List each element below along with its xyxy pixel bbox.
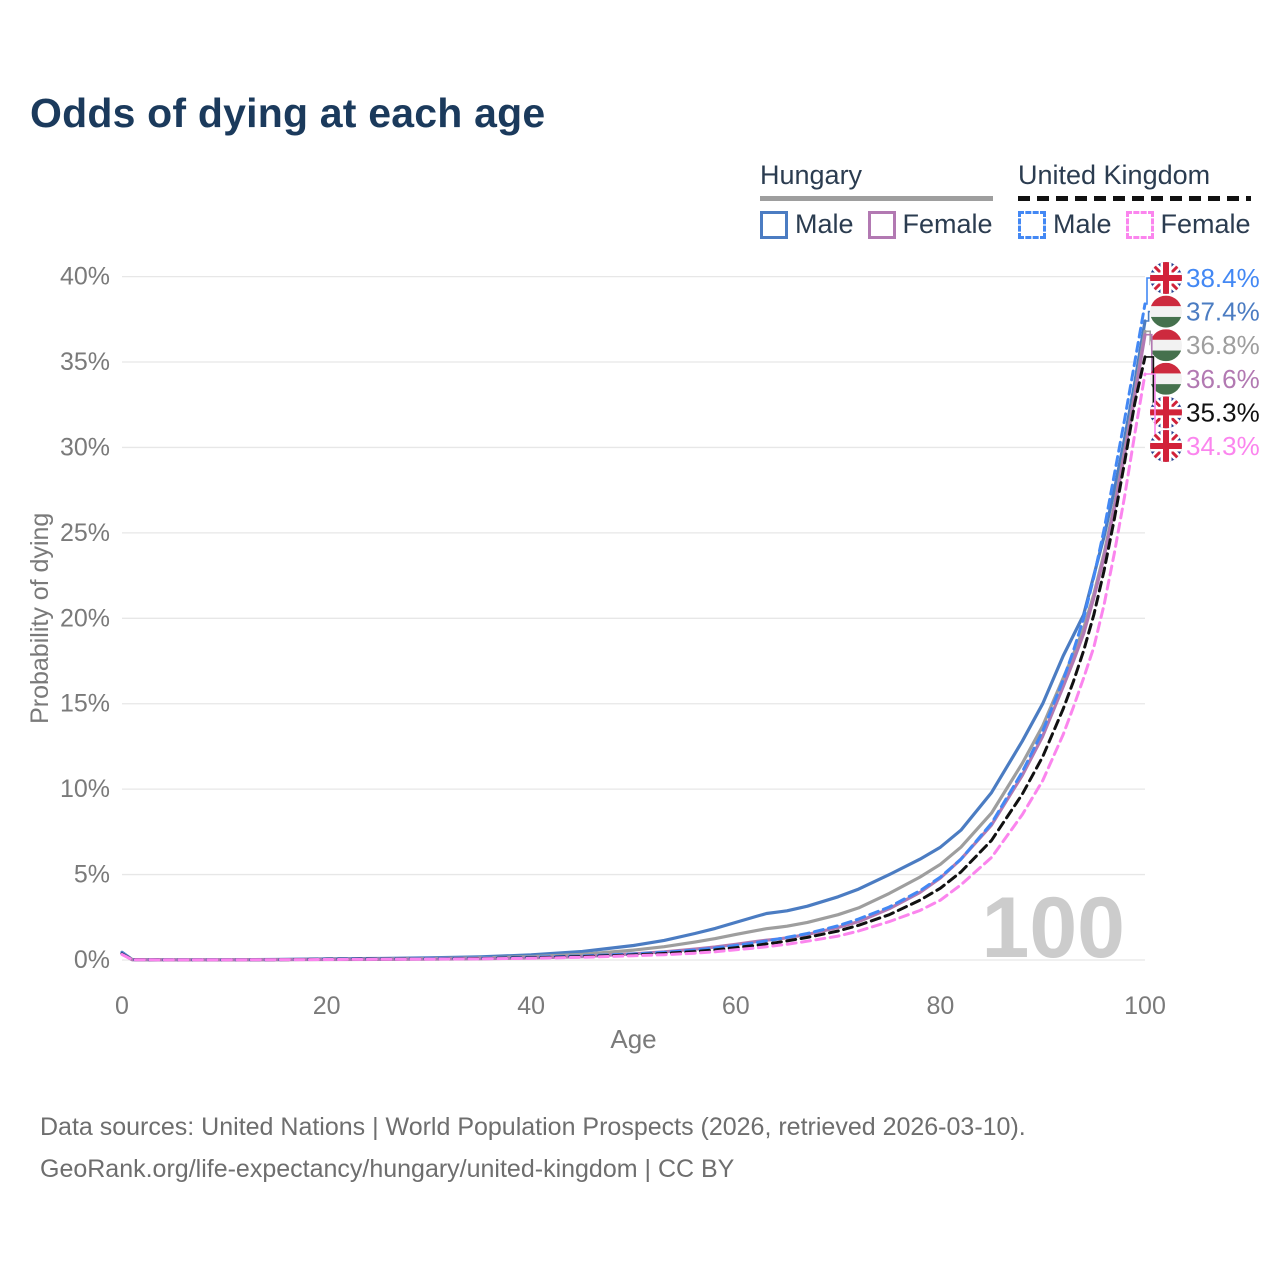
series-line-uk-female[interactable] bbox=[120, 372, 1147, 962]
hungary-male-swatch-icon bbox=[760, 210, 788, 239]
hungary-flag-icon bbox=[1150, 329, 1182, 362]
uk-flag-icon bbox=[1150, 430, 1182, 462]
end-label-value: 38.4% bbox=[1186, 263, 1260, 293]
y-tick-label: 25% bbox=[60, 519, 110, 547]
x-tick-label: 60 bbox=[722, 992, 750, 1020]
uk-flag-icon bbox=[1150, 262, 1182, 294]
y-tick-label: 30% bbox=[60, 433, 110, 461]
y-tick-label: 35% bbox=[60, 348, 110, 376]
age-counter-watermark: 100 bbox=[982, 880, 1126, 976]
legend-label-uk-female: Female bbox=[1160, 209, 1251, 239]
page-title: Odds of dying at each age bbox=[30, 90, 546, 136]
legend-label-uk-male: Male bbox=[1053, 209, 1112, 239]
legend-item-hungary-male[interactable]: Male bbox=[760, 209, 854, 240]
y-tick-label: 10% bbox=[60, 775, 110, 803]
hungary-flag-icon bbox=[1150, 362, 1182, 395]
legend-group-united-kingdom: United Kingdom Male Female bbox=[1018, 160, 1251, 240]
end-label-value: 36.8% bbox=[1186, 330, 1260, 360]
x-tick-label: 40 bbox=[517, 992, 545, 1020]
uk-female-swatch-icon bbox=[1125, 210, 1154, 239]
data-sources-text: Data sources: United Nations | World Pop… bbox=[40, 1113, 1026, 1141]
legend-item-uk-male[interactable]: Male bbox=[1018, 209, 1112, 240]
hungary-female-swatch-icon bbox=[867, 210, 896, 239]
legend-item-uk-female[interactable]: Female bbox=[1125, 209, 1251, 240]
hungary-flag-icon bbox=[1150, 295, 1182, 328]
series-line-hu-both[interactable] bbox=[120, 329, 1147, 962]
x-tick-label: 20 bbox=[313, 992, 341, 1020]
end-label-connector bbox=[1145, 310, 1150, 322]
legend-label-hungary-female: Female bbox=[902, 209, 993, 239]
end-label-value: 34.3% bbox=[1186, 431, 1260, 461]
y-tick-label: 0% bbox=[74, 946, 110, 974]
series-line-uk-male[interactable] bbox=[120, 302, 1147, 962]
end-label-connector bbox=[1145, 277, 1150, 305]
end-label-value: 37.4% bbox=[1186, 297, 1260, 327]
hungary-line-style-swatch bbox=[760, 196, 993, 201]
x-axis-title: Age bbox=[610, 1024, 656, 1054]
y-tick-label: 20% bbox=[60, 604, 110, 632]
y-axis-title: Probability of dying bbox=[26, 513, 54, 724]
legend-country-hungary[interactable]: Hungary bbox=[760, 160, 863, 190]
x-tick-label: 0 bbox=[115, 992, 129, 1020]
x-tick-label: 80 bbox=[926, 992, 954, 1020]
end-label-value: 35.3% bbox=[1186, 397, 1260, 427]
legend: Hungary Male Female United Kingdom Male bbox=[0, 160, 1280, 250]
footer: Data sources: United Nations | World Pop… bbox=[40, 1106, 1026, 1190]
legend-country-united-kingdom[interactable]: United Kingdom bbox=[1018, 160, 1211, 190]
legend-label-hungary-male: Male bbox=[795, 209, 854, 239]
series-line-hu-female[interactable] bbox=[120, 333, 1147, 962]
y-tick-label: 40% bbox=[60, 263, 110, 291]
x-tick-label: 100 bbox=[1124, 992, 1166, 1020]
end-label-value: 36.6% bbox=[1186, 364, 1260, 394]
legend-group-hungary: Hungary Male Female bbox=[760, 160, 993, 240]
uk-male-swatch-icon bbox=[1018, 210, 1046, 239]
y-tick-label: 15% bbox=[60, 690, 110, 718]
united-kingdom-line-style-swatch bbox=[1018, 196, 1251, 201]
series-line-hu-male[interactable] bbox=[120, 319, 1147, 962]
y-tick-label: 5% bbox=[74, 861, 110, 889]
legend-item-hungary-female[interactable]: Female bbox=[867, 209, 993, 240]
attribution-text: GeoRank.org/life-expectancy/hungary/unit… bbox=[40, 1155, 735, 1183]
